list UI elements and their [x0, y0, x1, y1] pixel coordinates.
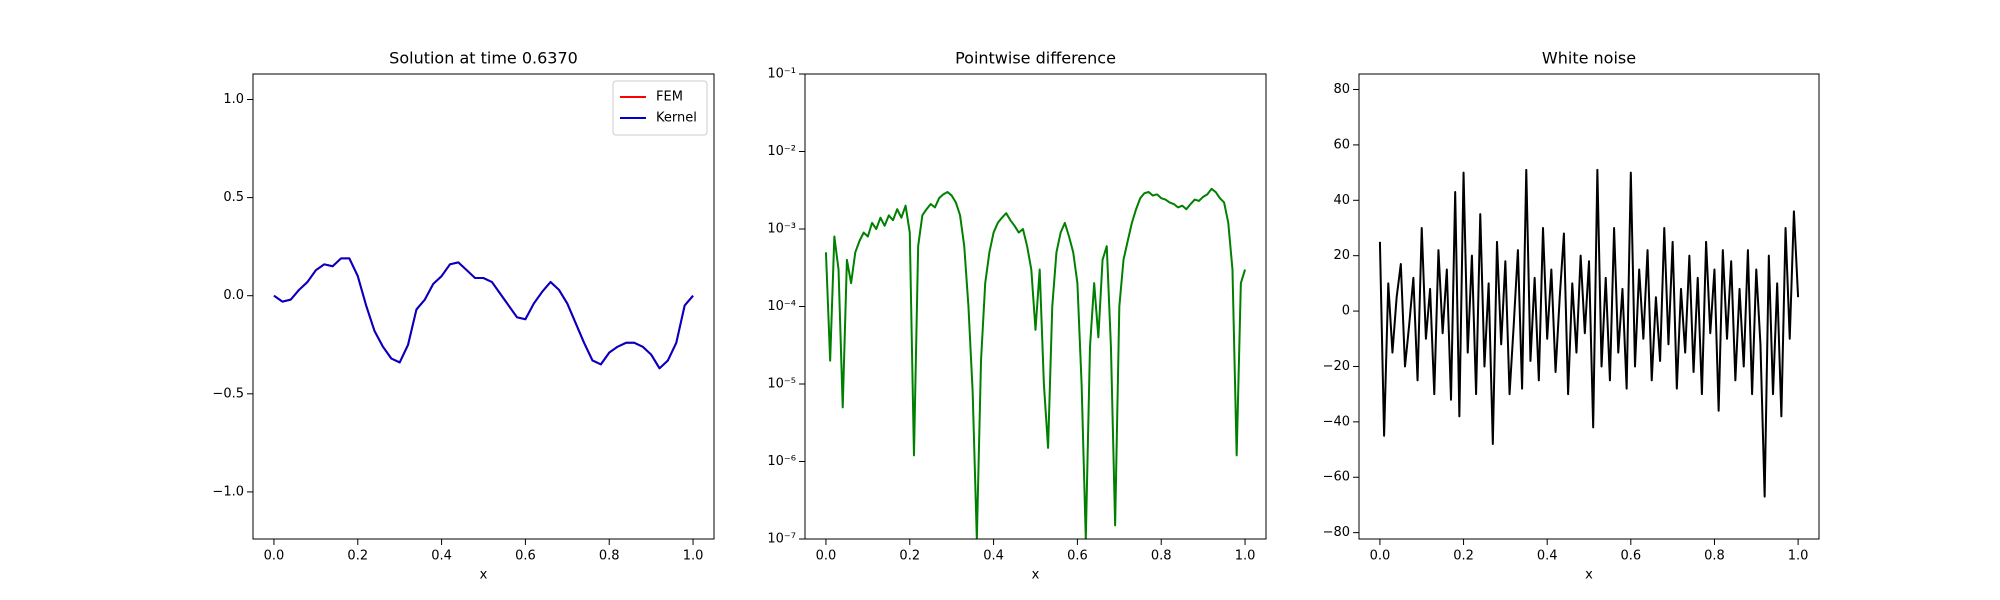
y-tick-label: 0 [1342, 304, 1350, 319]
x-tick-label: 0.4 [983, 549, 1004, 564]
x-tick-label: 0.8 [1151, 549, 1172, 564]
y-tick-label: 1.0 [223, 92, 244, 107]
chart-title: Pointwise difference [955, 49, 1116, 68]
y-tick-label: −40 [1323, 414, 1350, 429]
y-tick-label: 0.5 [223, 190, 244, 205]
x-tick-label: 1.0 [1788, 549, 1809, 564]
x-tick-label: 0.0 [816, 549, 837, 564]
axes-frame [1358, 73, 1820, 540]
x-axis-label: x [1032, 568, 1040, 583]
x-tick-label: 0.4 [431, 549, 452, 564]
x-tick-label: 0.0 [1370, 549, 1391, 564]
line [1378, 168, 1800, 498]
y-tick-label: 10⁻⁴ [767, 299, 796, 314]
y-tick-label: 40 [1333, 193, 1350, 208]
x-tick-label: 0.6 [1620, 549, 1641, 564]
x-tick-label: 0.6 [515, 549, 536, 564]
y-tick-label: 10⁻¹ [767, 67, 796, 82]
legend-label: FEM [656, 90, 683, 105]
y-tick-label: −20 [1323, 359, 1350, 374]
x-tick-label: 0.2 [347, 549, 368, 564]
legend-label: Kernel [656, 111, 697, 126]
y-tick-label: 0.0 [223, 288, 244, 303]
y-tick-label: 10⁻⁵ [767, 377, 796, 392]
x-axis-label: x [1585, 568, 1593, 583]
chart-title: Solution at time 0.6370 [389, 49, 578, 68]
y-tick-label: 10⁻⁷ [767, 532, 796, 547]
y-tick-label: −60 [1323, 470, 1350, 485]
y-tick-label: −0.5 [212, 386, 244, 401]
x-tick-label: 0.8 [599, 549, 620, 564]
x-tick-label: 0.2 [899, 549, 920, 564]
chart-title: White noise [1542, 49, 1636, 68]
y-tick-label: 20 [1333, 248, 1350, 263]
y-tick-label: 60 [1333, 137, 1350, 152]
x-tick-label: 0.8 [1704, 549, 1725, 564]
line [824, 187, 1247, 539]
x-tick-label: 0.4 [1537, 549, 1558, 564]
y-tick-label: 10⁻⁶ [767, 454, 796, 469]
x-axis-label: x [480, 568, 488, 583]
y-tick-label: 80 [1333, 82, 1350, 97]
axes-frame [804, 73, 1267, 540]
y-tick-label: −80 [1323, 525, 1350, 540]
y-tick-label: 10⁻² [767, 144, 796, 159]
line [273, 257, 694, 370]
axes-frame [252, 73, 715, 540]
x-tick-label: 1.0 [1235, 549, 1256, 564]
y-tick-label: 10⁻³ [767, 222, 796, 237]
x-tick-label: 1.0 [683, 549, 704, 564]
y-tick-label: −1.0 [212, 484, 244, 499]
line [273, 257, 694, 370]
x-tick-label: 0.2 [1453, 549, 1474, 564]
x-tick-label: 0.0 [264, 549, 285, 564]
legend-box [612, 80, 708, 136]
x-tick-label: 0.6 [1067, 549, 1088, 564]
